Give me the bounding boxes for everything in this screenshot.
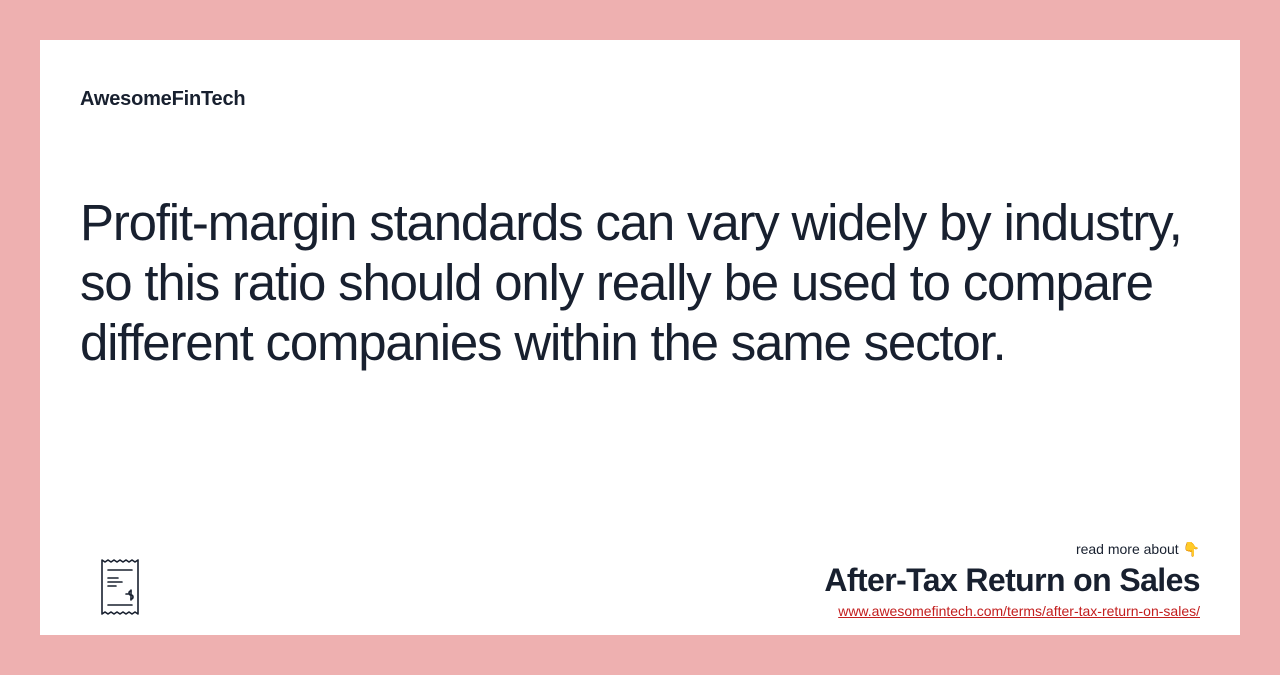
readmore-title: After-Tax Return on Sales [824, 562, 1200, 599]
info-card: AwesomeFinTech Profit-margin standards c… [40, 40, 1240, 635]
readmore-label: read more about 👇 [824, 541, 1200, 558]
readmore-block: read more about 👇 After-Tax Return on Sa… [824, 541, 1200, 621]
card-footer: read more about 👇 After-Tax Return on Sa… [80, 541, 1200, 621]
readmore-link[interactable]: www.awesomefintech.com/terms/after-tax-r… [838, 603, 1200, 619]
receipt-icon [80, 558, 142, 621]
brand-logo: AwesomeFinTech [80, 88, 1200, 111]
quote-text: Profit-margin standards can vary widely … [80, 193, 1200, 374]
